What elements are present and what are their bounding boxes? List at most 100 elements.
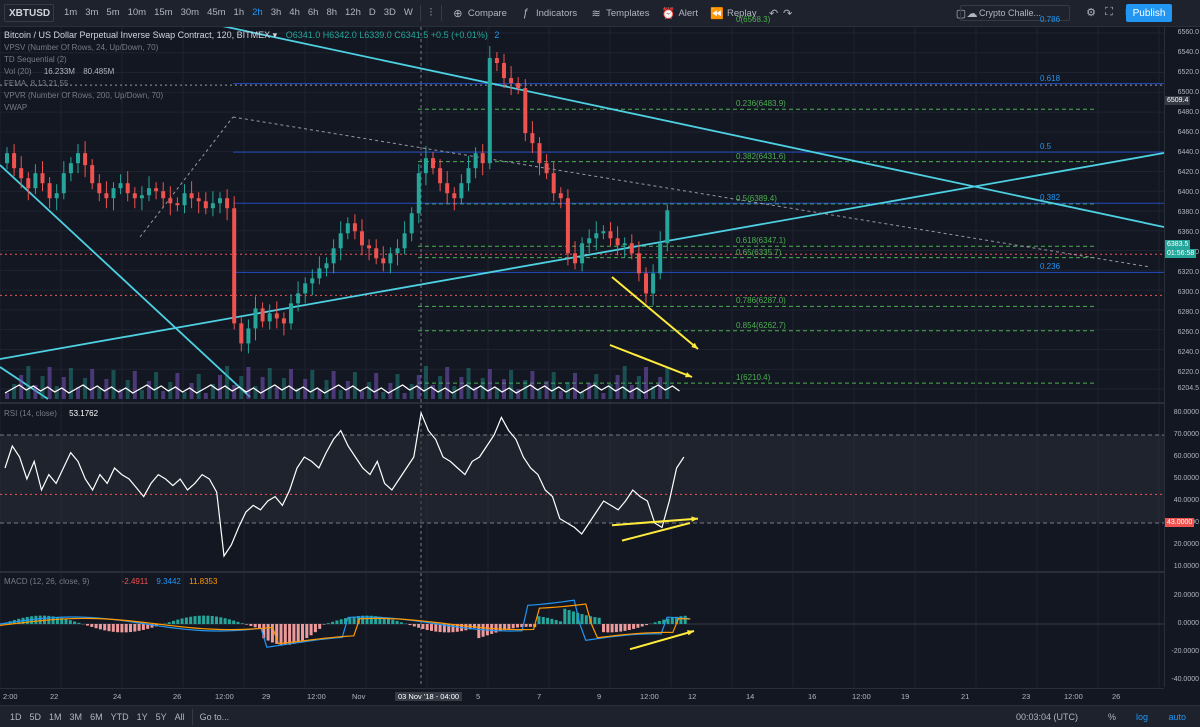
candle-type-icon[interactable]: ⫶: [424, 7, 438, 20]
macd-histogram-bar: [86, 624, 89, 626]
range-1m[interactable]: 1M: [45, 712, 66, 722]
candle-body: [552, 173, 556, 193]
macd-histogram-bar: [641, 624, 644, 626]
timeframe-3D[interactable]: 3D: [380, 0, 400, 26]
auto-toggle[interactable]: auto: [1164, 712, 1190, 722]
volume-bar: [310, 370, 314, 399]
volume-bar: [381, 392, 385, 399]
timeframe-W[interactable]: W: [400, 0, 417, 26]
range-ytd[interactable]: YTD: [107, 712, 133, 722]
volume-bar: [644, 367, 648, 399]
clock[interactable]: 00:03:04 (UTC): [1012, 712, 1082, 722]
timeframe-1m[interactable]: 1m: [60, 0, 81, 26]
volume-bar: [41, 376, 45, 399]
fullscreen-icon[interactable]: ⛶: [1102, 6, 1116, 19]
rsi-tick: 80.0000: [1174, 409, 1199, 416]
legend-vpsv[interactable]: VPSV (Number Of Rows, 24, Up/Down, 70): [4, 43, 158, 52]
range-all[interactable]: All: [171, 712, 189, 722]
candle-body: [488, 58, 492, 163]
volume-bar: [261, 377, 265, 399]
timeframe-5m[interactable]: 5m: [102, 0, 123, 26]
timeframe-1h[interactable]: 1h: [230, 0, 249, 26]
rsi-legend-value: 53.1762: [69, 409, 98, 418]
macd-histogram-bar: [65, 619, 68, 624]
volume-bar: [374, 373, 378, 399]
alert-button[interactable]: ⏰Alert: [655, 0, 704, 26]
chart-canvas[interactable]: [0, 27, 1164, 687]
macd-histogram-bar: [624, 624, 627, 631]
legend-vol-v2: 80.485M: [83, 67, 114, 76]
range-1y[interactable]: 1Y: [133, 712, 152, 722]
legend-vpvr[interactable]: VPVR (Number Of Rows, 200, Up/Down, 70): [4, 91, 163, 100]
timeframe-6h[interactable]: 6h: [304, 0, 323, 26]
macd-histogram-bar: [542, 617, 545, 624]
candle-body: [317, 268, 321, 278]
macd-histogram-bar: [593, 617, 596, 624]
range-5d[interactable]: 5D: [26, 712, 46, 722]
publish-button[interactable]: Publish: [1126, 4, 1172, 22]
volume-bar: [275, 387, 279, 399]
log-toggle[interactable]: log: [1132, 712, 1152, 722]
volume-bar: [445, 367, 449, 399]
macd-histogram-bar: [400, 622, 403, 624]
fx-icon: ƒ: [519, 7, 533, 19]
macd-histogram-bar: [125, 624, 128, 632]
legend-vol[interactable]: Vol (20) 16.233M 80.485M: [4, 67, 114, 76]
projection-line: [233, 117, 1150, 267]
percent-toggle[interactable]: %: [1104, 712, 1120, 722]
volume-bar: [573, 373, 577, 399]
fib-retracement-label: 0.236: [1040, 262, 1060, 271]
volume-bar: [183, 392, 187, 399]
volume-bar: [204, 393, 208, 399]
legend-vwap[interactable]: VWAP: [4, 103, 27, 112]
macd-histogram-bar: [507, 624, 510, 629]
macd-histogram-bar: [181, 618, 184, 624]
range-3m[interactable]: 3M: [66, 712, 87, 722]
range-5y[interactable]: 5Y: [152, 712, 171, 722]
symbol-search[interactable]: XBTUSD: [4, 4, 54, 22]
macd-histogram-bar: [288, 624, 291, 645]
plus-circle-icon: ⊕: [451, 7, 465, 20]
macd-histogram-bar: [602, 624, 605, 632]
timeframe-4h[interactable]: 4h: [285, 0, 304, 26]
macd-histogram-bar: [585, 615, 588, 624]
timeframe-12h[interactable]: 12h: [341, 0, 365, 26]
macd-histogram-bar: [327, 623, 330, 624]
volume-bar: [353, 372, 357, 399]
chart-area[interactable]: Bitcoin / US Dollar Perpetual Inverse Sw…: [0, 27, 1164, 687]
timeframe-3h[interactable]: 3h: [267, 0, 286, 26]
timeframe-2h[interactable]: 2h: [248, 0, 267, 26]
range-1d[interactable]: 1D: [6, 712, 26, 722]
chevron-down-icon[interactable]: ▾: [273, 30, 278, 40]
settings-icon[interactable]: ⚙: [1084, 6, 1098, 19]
candle-body: [268, 313, 272, 321]
macd-tick: 20.0000: [1174, 592, 1199, 599]
macd-histogram-bar: [292, 624, 295, 644]
macd-histogram-bar: [241, 623, 244, 624]
price-tick: 6260.0: [1178, 329, 1199, 336]
redo-icon[interactable]: ↷: [781, 7, 795, 20]
timeframe-3m[interactable]: 3m: [81, 0, 102, 26]
compare-button[interactable]: ⊕Compare: [445, 0, 513, 26]
timeframe-45m[interactable]: 45m: [203, 0, 229, 26]
timeframe-D[interactable]: D: [365, 0, 380, 26]
macd-histogram-bar: [636, 624, 639, 628]
volume-bar: [140, 390, 144, 399]
timeframe-8h[interactable]: 8h: [322, 0, 341, 26]
templates-button[interactable]: ≋Templates: [583, 0, 655, 26]
range-6m[interactable]: 6M: [86, 712, 107, 722]
candle-body: [19, 168, 23, 178]
timeframe-15m[interactable]: 15m: [150, 0, 176, 26]
volume-bar: [48, 367, 52, 399]
candle-body: [630, 243, 634, 253]
goto-button[interactable]: Go to...: [196, 712, 234, 722]
legend-td[interactable]: TD Sequential (2): [4, 55, 67, 64]
timeframe-30m[interactable]: 30m: [177, 0, 203, 26]
volume-bar: [97, 388, 101, 399]
macd-histogram-bar: [237, 622, 240, 624]
legend-fema[interactable]: FEMA, 8,13,21,55: [4, 79, 68, 88]
timeframe-10m[interactable]: 10m: [124, 0, 150, 26]
